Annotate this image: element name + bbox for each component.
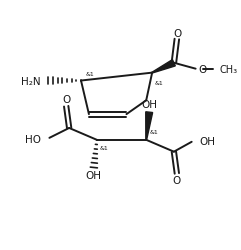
Polygon shape xyxy=(152,60,175,74)
Text: O: O xyxy=(173,176,181,186)
Text: O: O xyxy=(174,29,182,39)
Text: O: O xyxy=(199,64,207,74)
Text: &1: &1 xyxy=(86,72,95,77)
Text: OH: OH xyxy=(200,136,216,146)
Text: CH₃: CH₃ xyxy=(219,64,237,74)
Polygon shape xyxy=(146,112,153,140)
Text: &1: &1 xyxy=(154,81,163,86)
Text: HO: HO xyxy=(26,134,41,144)
Text: OH: OH xyxy=(86,171,102,181)
Text: OH: OH xyxy=(141,100,157,110)
Text: &1: &1 xyxy=(149,130,158,135)
Text: &1: &1 xyxy=(100,146,108,150)
Text: O: O xyxy=(62,95,70,105)
Text: H₂N: H₂N xyxy=(21,76,40,86)
